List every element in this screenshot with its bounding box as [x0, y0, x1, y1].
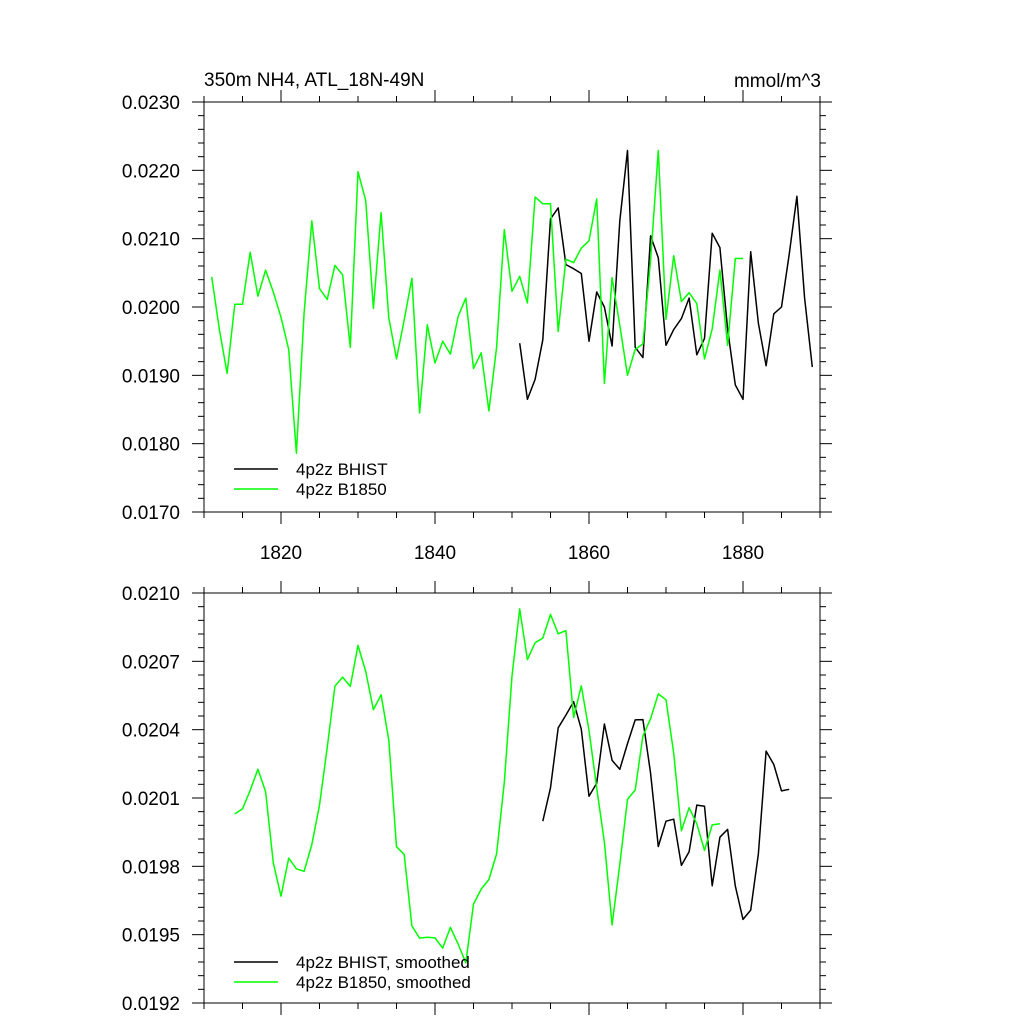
legend-label: 4p2z B1850 — [296, 480, 387, 499]
legend-label: 4p2z BHIST, smoothed — [296, 953, 470, 972]
y-tick-label: 0.0170 — [122, 503, 180, 524]
y-tick-label: 0.0230 — [122, 93, 180, 114]
x-tick-label: 1840 — [414, 543, 456, 564]
top-axis-ticks — [192, 90, 832, 524]
bottom-tick-labels: 0.0192 0.0195 0.0198 0.0201 0.0204 0.0207 0.02… — [122, 584, 181, 1015]
y-tick-label: 0.0192 — [122, 994, 180, 1015]
x-tick-label: 1860 — [568, 543, 610, 564]
y-tick-label: 0.0204 — [122, 721, 181, 742]
top-series-group — [210, 149, 814, 454]
y-tick-label: 0.0180 — [122, 435, 180, 456]
bottom-series-group — [234, 608, 790, 964]
x-tick-label: 1820 — [260, 543, 302, 564]
top-tick-labels: 0.0170 0.0180 0.0190 0.0200 0.0210 0.0220 0.02… — [122, 93, 764, 564]
units-label: mmol/m^3 — [734, 71, 821, 92]
chart-title: 350m NH4, ATL_18N-49N — [204, 70, 424, 91]
bottom-panel: 0.0192 0.0195 0.0198 0.0201 0.0204 0.0207 0.02… — [122, 581, 832, 1015]
y-tick-label: 0.0190 — [122, 366, 180, 387]
y-tick-label: 0.0198 — [122, 857, 180, 878]
top-panel: 350m NH4, ATL_18N-49N mmol/m^3 0.01700.0… — [122, 70, 832, 564]
series-line-b1850 — [234, 608, 721, 964]
y-tick-label: 0.0200 — [122, 298, 180, 319]
legend-label: 4p2z BHIST — [296, 460, 388, 479]
y-tick-label: 0.0210 — [122, 230, 180, 251]
x-tick-label: 1880 — [722, 543, 764, 564]
y-tick-label: 0.0195 — [122, 926, 180, 947]
y-tick-label: 0.0207 — [122, 652, 180, 673]
series-line-bhist — [518, 149, 814, 401]
legend-label: 4p2z B1850, smoothed — [296, 973, 471, 992]
y-tick-label: 0.0210 — [122, 584, 180, 605]
series-line-b1850 — [210, 149, 743, 454]
bottom-plot-frame — [203, 592, 821, 1004]
y-tick-label: 0.0201 — [122, 789, 180, 810]
bottom-axis-ticks — [192, 581, 832, 1015]
y-tick-label: 0.0220 — [122, 161, 180, 182]
series-line-bhist — [542, 700, 790, 921]
